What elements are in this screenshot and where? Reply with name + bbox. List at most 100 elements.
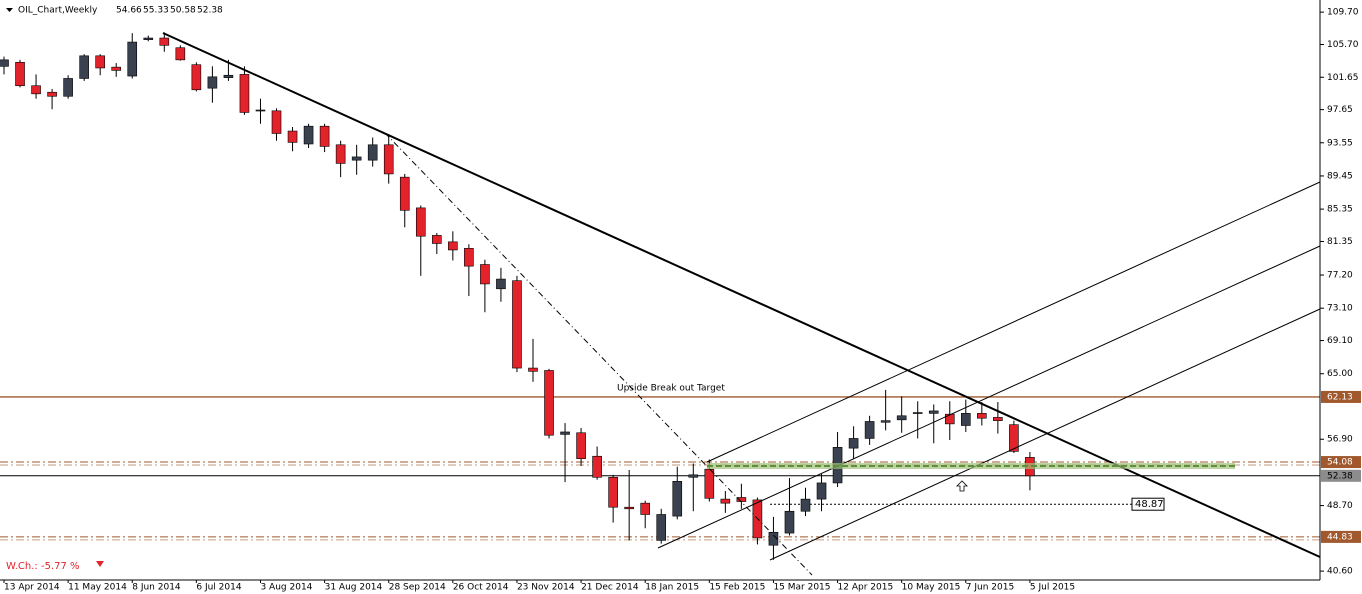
x-tick-label: 11 May 2014 [68, 583, 127, 593]
level-label: 62.13 [1327, 392, 1353, 402]
candle-body [608, 476, 618, 508]
candle-body [159, 37, 170, 46]
x-tick-label: 6 Jul 2014 [196, 583, 241, 593]
x-tick-label: 28 Sep 2014 [389, 583, 446, 593]
candle-body [576, 432, 586, 459]
candle-body [287, 130, 298, 143]
candle-body [544, 370, 554, 436]
trend-line [384, 132, 813, 576]
candle-body [448, 241, 458, 251]
x-tick-label: 15 Feb 2015 [709, 583, 765, 593]
x-tick-label: 18 Jan 2015 [645, 583, 699, 593]
candle-body [255, 109, 266, 112]
y-tick-label: 56.90 [1327, 435, 1353, 445]
candle-body [464, 248, 474, 267]
candle-body [432, 235, 442, 244]
arrow-icon [956, 480, 968, 492]
candle-body [560, 431, 570, 435]
candle-body [15, 61, 25, 87]
y-tick-label: 93.55 [1327, 138, 1353, 148]
candle-body [640, 502, 651, 515]
y-tick-label: 89.45 [1327, 171, 1353, 181]
candle-body [512, 280, 522, 369]
y-tick-label: 65.00 [1327, 369, 1353, 379]
level-tag [1321, 469, 1361, 482]
x-tick-label: 7 Jun 2015 [966, 583, 1014, 593]
x-tick-label: 10 May 2015 [902, 583, 961, 593]
candle-body [944, 413, 955, 425]
candle-body [496, 278, 506, 290]
candle-body [624, 506, 634, 510]
candle-body [912, 412, 923, 414]
candle-body [528, 367, 538, 372]
level-tag [1321, 530, 1361, 543]
channel-line [657, 245, 1321, 549]
y-tick-label: 81.35 [1327, 237, 1353, 247]
candle-body [239, 74, 250, 113]
menu-icon [6, 8, 13, 12]
channel-line [706, 181, 1321, 463]
y-tick-label: 40.60 [1327, 567, 1353, 577]
level-label: 44.83 [1327, 532, 1353, 542]
y-tick-label: 73.10 [1327, 304, 1353, 314]
x-tick-label: 21 Dec 2014 [581, 583, 639, 593]
candle-body [1009, 424, 1019, 452]
candle-body [95, 55, 105, 69]
candle-body [672, 481, 683, 517]
x-tick-label: 5 Jul 2015 [1030, 583, 1075, 593]
y-tick-label: 101.65 [1327, 73, 1359, 83]
header-open: 54.66 [116, 6, 142, 16]
candle-body [720, 498, 731, 504]
x-tick-label: 23 Nov 2014 [517, 583, 575, 593]
candle-body [63, 78, 73, 97]
candle-body [223, 74, 234, 78]
x-tick-label: 15 Mar 2015 [773, 583, 830, 593]
y-tick-label: 97.65 [1327, 105, 1353, 115]
candle-body [928, 410, 939, 414]
annotation: Upside Break out Target [617, 384, 725, 394]
candle-body [768, 531, 779, 546]
level-label: 52.38 [1327, 471, 1353, 481]
weekly-change: W.Ch.: -5.77 % [6, 561, 80, 572]
candle-body [303, 125, 314, 145]
level-tag [1321, 390, 1361, 403]
y-tick-label: 85.35 [1327, 205, 1353, 215]
candle-body [127, 41, 138, 77]
candle-body [271, 110, 282, 134]
candle-body [207, 76, 218, 89]
candle-body [800, 498, 811, 512]
candle-body [977, 413, 987, 419]
candle-body [351, 156, 362, 161]
candle-body [656, 514, 667, 541]
candle-body [864, 421, 875, 439]
x-tick-label: 26 Oct 2014 [453, 583, 509, 593]
candle-body [480, 264, 490, 285]
level-tag [1321, 456, 1361, 469]
header-high: 55.33 [143, 6, 169, 16]
candle-body [880, 420, 891, 423]
candle-body [0, 59, 9, 67]
candle-body [143, 37, 154, 40]
candle-body [367, 144, 378, 161]
x-tick-label: 8 Jun 2014 [132, 583, 181, 593]
axes: 109.70 105.70 101.65 97.65 93.55 89.45 85.35 81… [3, 8, 1361, 593]
plot: 48.87 [0, 32, 1320, 560]
header-low: 50.58 [170, 6, 196, 16]
candle-body [47, 91, 57, 97]
candle-body [993, 417, 1003, 421]
candle-body [415, 207, 426, 237]
candle-body [383, 144, 394, 175]
candle-body [79, 55, 89, 79]
header-close: 52.38 [197, 6, 223, 16]
x-tick-label: 13 Apr 2014 [4, 583, 60, 593]
candle-body [816, 482, 827, 500]
candle-body [960, 413, 971, 426]
target-box [1131, 497, 1165, 511]
candle-body [848, 438, 859, 449]
x-tick-label: 12 Apr 2015 [838, 583, 894, 593]
candle-body [592, 455, 602, 478]
x-tick-label: 3 Aug 2014 [260, 583, 312, 593]
x-tick-label: 31 Aug 2014 [325, 583, 383, 593]
channel-line [769, 308, 1321, 561]
